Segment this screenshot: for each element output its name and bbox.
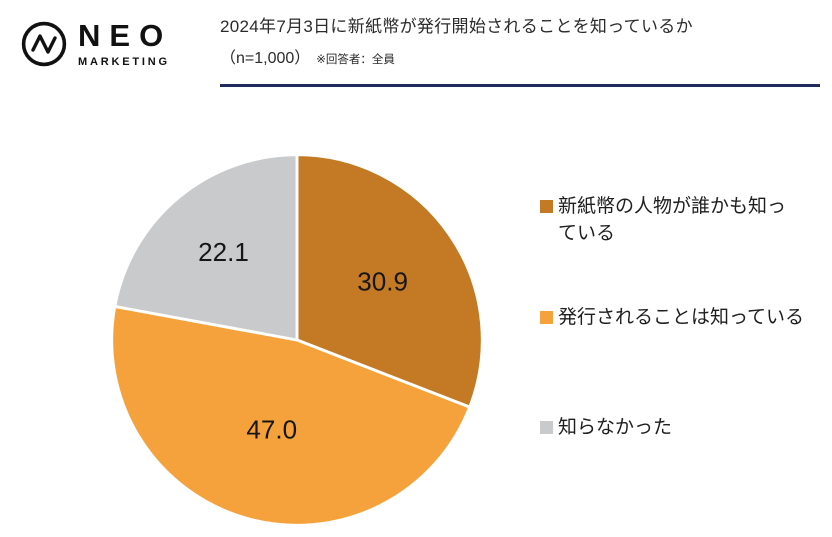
respondents-note: ※回答者：全員: [316, 53, 395, 66]
pie-slice-0: [295, 152, 484, 409]
legend-swatch-orange: [540, 310, 553, 324]
pie-value-label-2: 22.1: [198, 236, 249, 266]
legend-label-line: ている: [558, 223, 616, 245]
header: NEO MARKETING 2024年7月3日に新紙幣が発行開始されることを知っ…: [0, 0, 832, 87]
pie-slice-2: [113, 152, 299, 341]
legend-label: 発行されることは知っている: [558, 304, 804, 332]
logo-pulse-icon: [21, 21, 67, 67]
chart-region: 30.9 47.0 22.1 新紙幣の人物が誰かも知っ ている 発行されることは知っ…: [0, 95, 832, 533]
legend-swatch-dark-orange: [540, 199, 553, 213]
legend-label: 新紙幣の人物が誰かも知っ ている: [558, 193, 786, 248]
legend-label-line: 発行されることは知っている: [558, 306, 805, 328]
legend-swatch-gray: [540, 421, 553, 435]
pie-svg: 30.9 47.0 22.1: [110, 152, 484, 527]
pie-value-label-0: 30.9: [357, 266, 408, 296]
logo-wordmark: NEO: [78, 18, 173, 53]
chart-title: 2024年7月3日に新紙幣が発行開始されることを知っているか: [220, 17, 693, 36]
legend-item-aware-of-issue: 発行されることは知っている: [540, 304, 820, 332]
sample-size: （n=1,000）: [220, 49, 311, 67]
legend-item-did-not-know: 知らなかった: [540, 414, 820, 442]
logo-subtitle: MARKETING: [78, 56, 170, 68]
pie-slice-1: [110, 304, 472, 527]
legend-label-line: 新紙幣の人物が誰かも知っ: [558, 195, 787, 217]
chart-subtitle: （n=1,000） ※回答者：全員: [220, 44, 820, 68]
chart-title-block: 2024年7月3日に新紙幣が発行開始されることを知っているか （n=1,000）…: [220, 14, 820, 87]
pie-value-label-1: 47.0: [246, 414, 297, 444]
legend: 新紙幣の人物が誰かも知っ ている 発行されることは知っている 知らなかった: [540, 95, 820, 533]
legend-label-line: 知らなかった: [558, 417, 673, 439]
logo-text: NEO MARKETING: [78, 20, 172, 68]
pie-chart: 30.9 47.0 22.1: [104, 95, 494, 533]
neo-marketing-logo: NEO MARKETING: [20, 20, 198, 68]
legend-label: 知らなかった: [558, 414, 672, 442]
legend-item-aware-of-person: 新紙幣の人物が誰かも知っ ている: [540, 193, 820, 248]
